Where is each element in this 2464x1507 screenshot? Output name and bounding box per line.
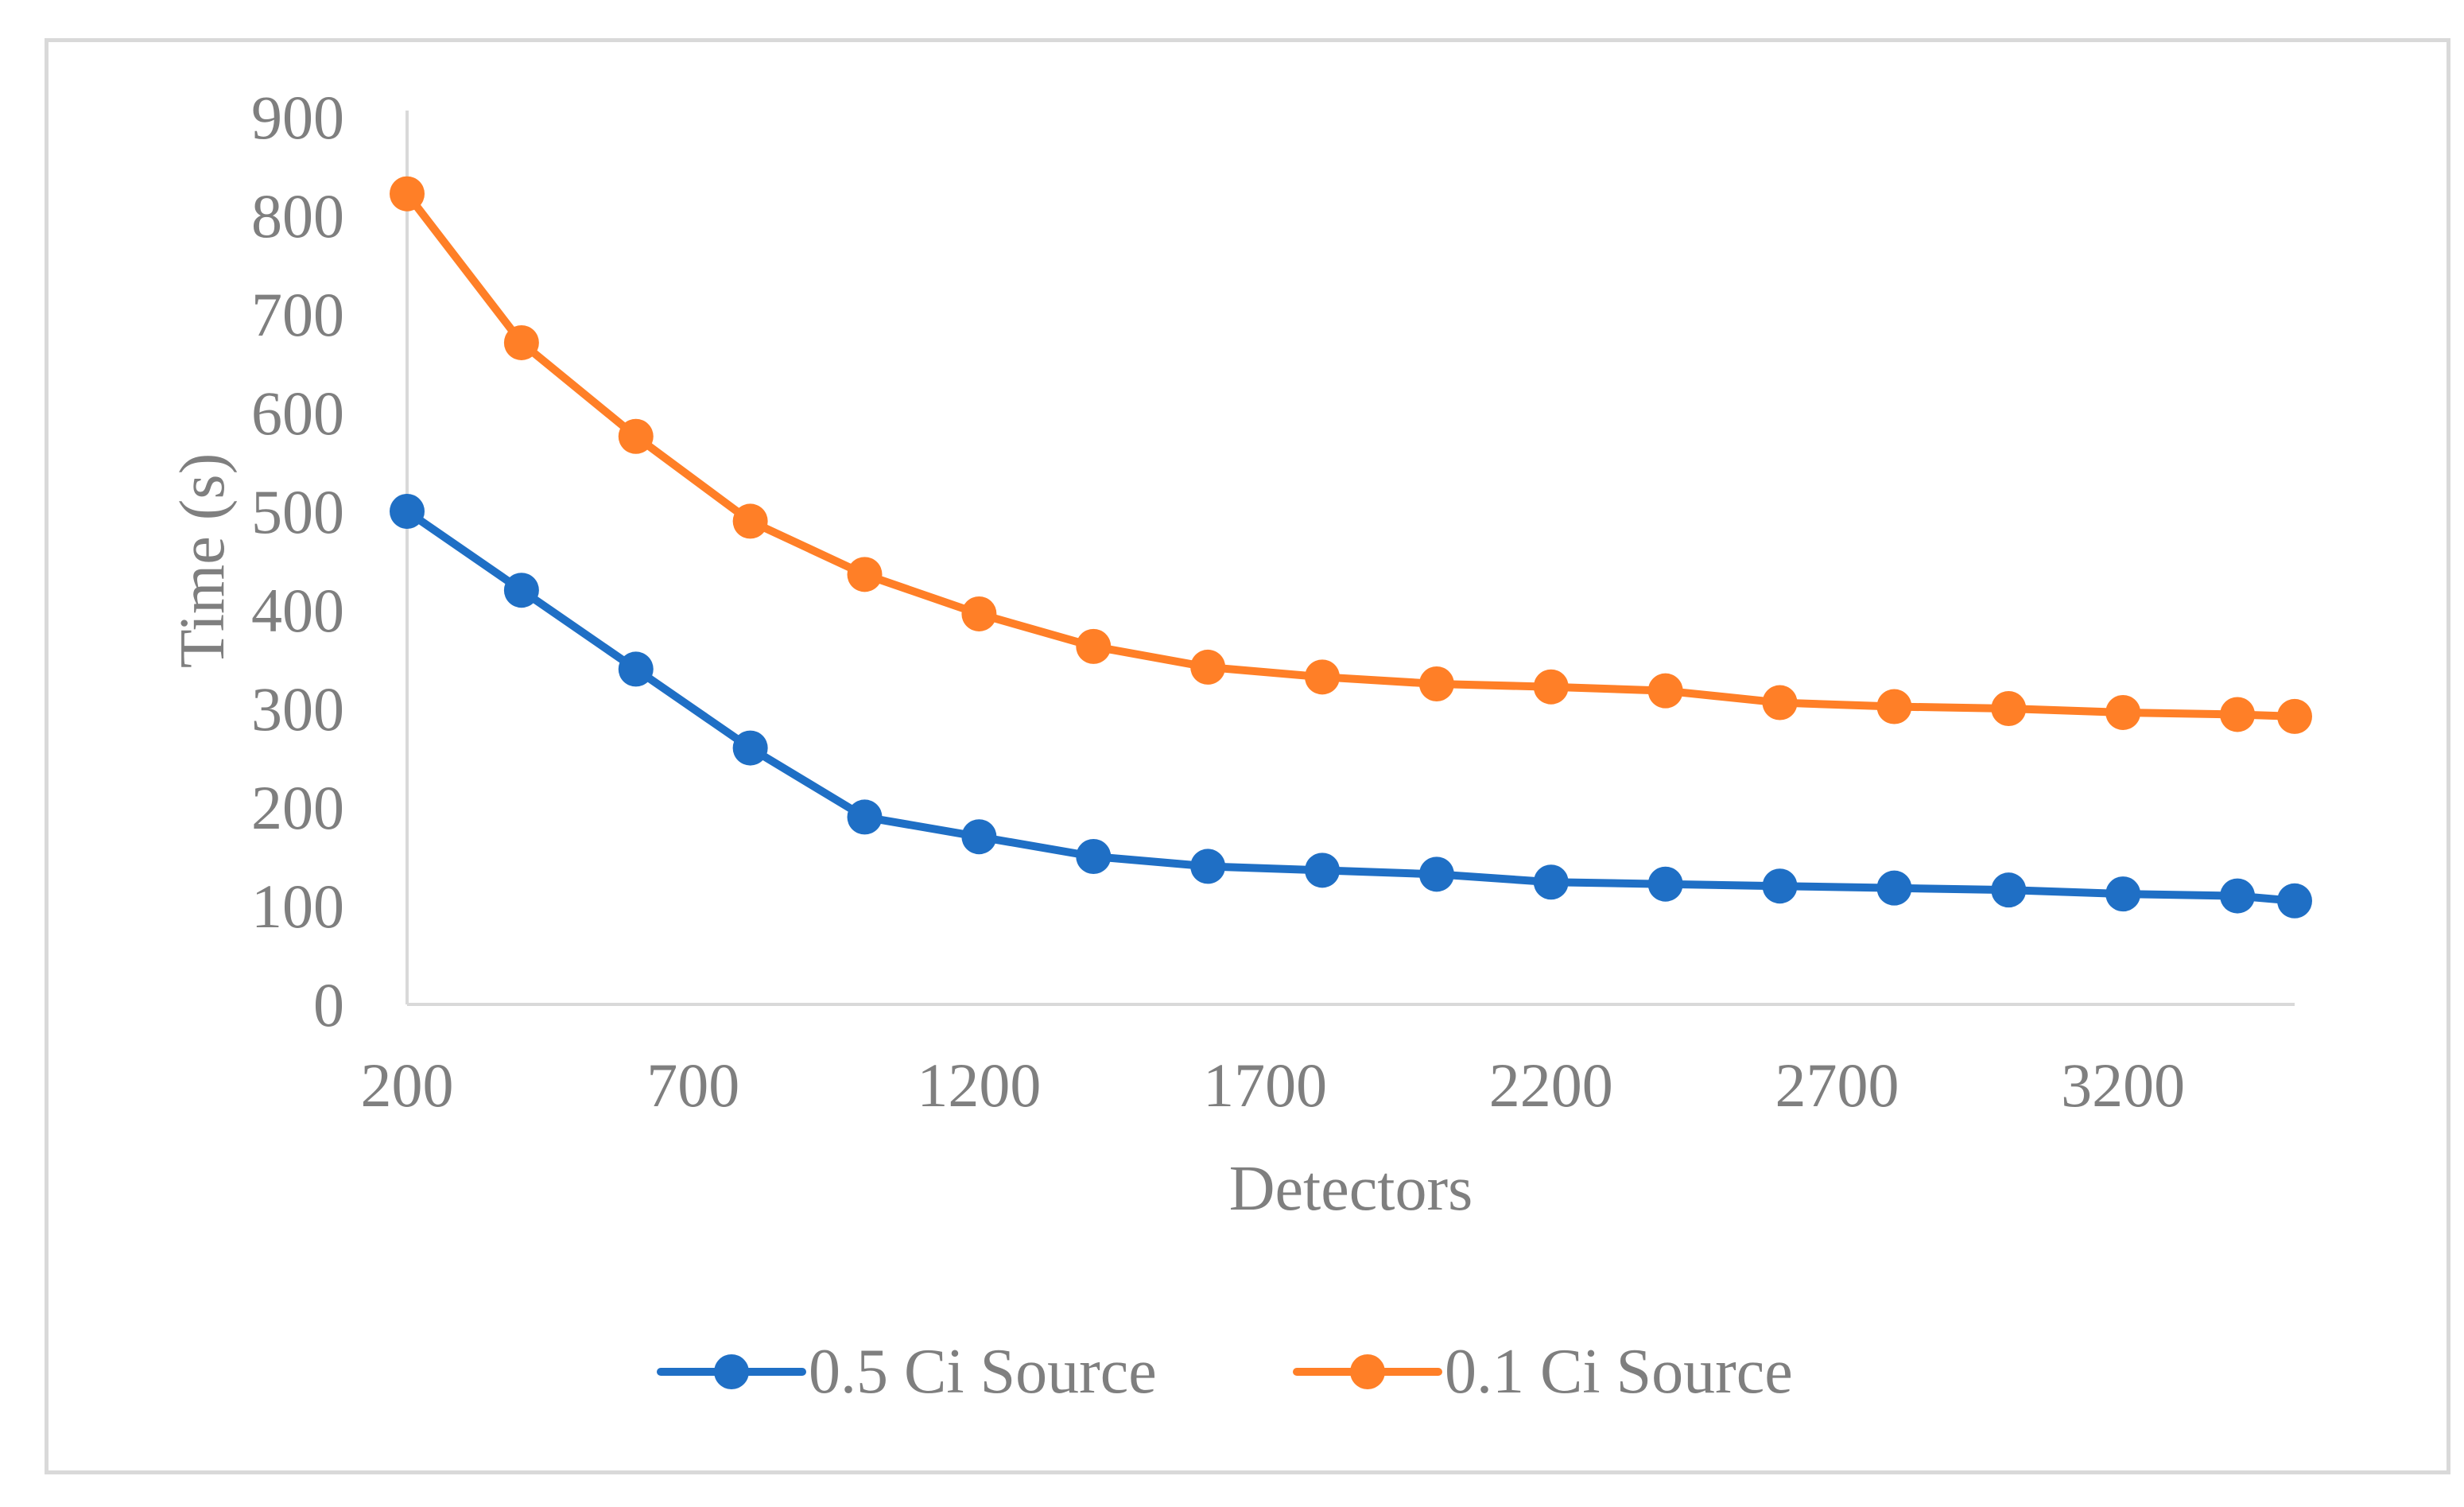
- chart-frame: 0 100 200 300 400 500 600 700 800 900 200 700 1200 1…: [45, 38, 2450, 1474]
- y-tick-label: 0: [313, 970, 344, 1039]
- x-tick-label: 700: [646, 1051, 739, 1120]
- legend-label: 0.1 Ci Source: [1445, 1337, 1793, 1407]
- line-chart: 0 100 200 300 400 500 600 700 800 900 200 700 1200 1…: [168, 83, 2312, 1407]
- x-tick-label: 200: [361, 1051, 454, 1120]
- x-tick-labels: 200 700 1200 1700 2200 2700 3200: [361, 1051, 2186, 1120]
- data-point: [1762, 685, 1798, 720]
- data-point: [503, 324, 539, 360]
- data-point: [1076, 839, 1112, 874]
- y-tick-label: 500: [251, 477, 344, 546]
- y-tick-label: 700: [251, 280, 344, 349]
- data-point: [1991, 691, 2027, 726]
- series-line: [403, 507, 2299, 905]
- data-point: [1991, 872, 2027, 908]
- data-point: [961, 819, 997, 855]
- series-layer: [390, 176, 2312, 919]
- data-point: [1533, 864, 1569, 900]
- data-point: [1418, 666, 1454, 701]
- legend-marker: [1350, 1354, 1385, 1389]
- x-tick-label: 2700: [1775, 1051, 1899, 1120]
- data-point: [1647, 866, 1683, 902]
- legend-item: 0.5 Ci Source: [657, 1337, 1157, 1407]
- data-point: [732, 503, 768, 539]
- legend-item: 0.1 Ci Source: [1293, 1337, 1793, 1407]
- series-1: [390, 176, 2312, 734]
- y-tick-label: 200: [251, 773, 344, 842]
- data-point: [2277, 698, 2312, 734]
- data-point: [1076, 628, 1112, 664]
- y-tick-labels: 0 100 200 300 400 500 600 700 800 900: [251, 83, 344, 1039]
- x-tick-label: 1700: [1203, 1051, 1327, 1120]
- x-axis-title: Detectors: [1229, 1154, 1473, 1224]
- axes: [405, 111, 2295, 1006]
- data-point: [1190, 849, 1226, 884]
- legend-marker: [714, 1354, 749, 1389]
- data-point: [503, 573, 539, 608]
- data-point: [1876, 689, 1912, 724]
- legend: 0.5 Ci Source 0.1 Ci Source: [657, 1337, 1793, 1407]
- data-point: [1647, 673, 1683, 709]
- data-point: [1305, 853, 1341, 888]
- data-point: [732, 730, 768, 766]
- y-tick-label: 100: [251, 872, 344, 941]
- data-point: [847, 799, 883, 835]
- data-point: [618, 418, 654, 454]
- data-point: [2220, 878, 2256, 914]
- series-line: [403, 189, 2299, 720]
- data-point: [847, 557, 883, 592]
- data-point: [1305, 659, 1341, 695]
- data-point: [618, 651, 654, 687]
- legend-label: 0.5 Ci Source: [809, 1337, 1157, 1407]
- data-point: [1190, 649, 1226, 685]
- data-point: [2105, 694, 2141, 730]
- data-point: [961, 596, 997, 631]
- data-point: [1418, 856, 1454, 892]
- y-tick-label: 900: [251, 83, 344, 152]
- series-0: [390, 494, 2312, 919]
- x-tick-label: 2200: [1489, 1051, 1613, 1120]
- data-point: [1533, 669, 1569, 705]
- data-point: [2220, 697, 2256, 732]
- data-point: [2277, 883, 2312, 919]
- x-tick-label: 3200: [2061, 1051, 2185, 1120]
- x-tick-label: 1200: [917, 1051, 1041, 1120]
- y-tick-label: 300: [251, 674, 344, 744]
- data-point: [390, 494, 425, 529]
- data-point: [1876, 870, 1912, 906]
- y-tick-label: 600: [251, 379, 344, 448]
- y-tick-label: 800: [251, 181, 344, 251]
- data-point: [1762, 868, 1798, 904]
- y-tick-label: 400: [251, 576, 344, 645]
- data-point: [390, 176, 425, 212]
- data-point: [2105, 876, 2141, 912]
- y-axis-title: Time (s): [168, 453, 238, 668]
